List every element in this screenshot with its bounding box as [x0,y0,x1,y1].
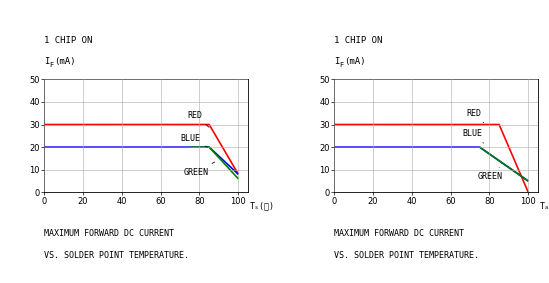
Text: GREEN: GREEN [184,162,215,177]
Text: VS. SOLDER POINT TEMPERATURE.: VS. SOLDER POINT TEMPERATURE. [44,251,189,260]
Text: RED: RED [188,111,209,127]
Text: Tₛ(℃): Tₛ(℃) [250,201,275,211]
Text: F: F [339,62,343,68]
Text: Tₐ(℃): Tₐ(℃) [540,201,549,211]
Text: BLUE: BLUE [462,129,484,143]
Text: I: I [334,57,339,66]
Text: GREEN: GREEN [478,167,503,181]
Text: 1 CHIP ON: 1 CHIP ON [334,36,382,45]
Text: MAXIMUM FORWARD DC CURRENT: MAXIMUM FORWARD DC CURRENT [44,229,174,238]
Text: BLUE: BLUE [180,134,208,147]
Text: 1 CHIP ON: 1 CHIP ON [44,36,92,45]
Text: VS. SOLDER POINT TEMPERATURE.: VS. SOLDER POINT TEMPERATURE. [334,251,479,260]
Text: RED: RED [466,109,484,123]
Text: (mA): (mA) [54,57,76,66]
Text: I: I [44,57,49,66]
Text: MAXIMUM FORWARD DC CURRENT: MAXIMUM FORWARD DC CURRENT [334,229,464,238]
Text: (mA): (mA) [344,57,366,66]
Text: F: F [49,62,53,68]
